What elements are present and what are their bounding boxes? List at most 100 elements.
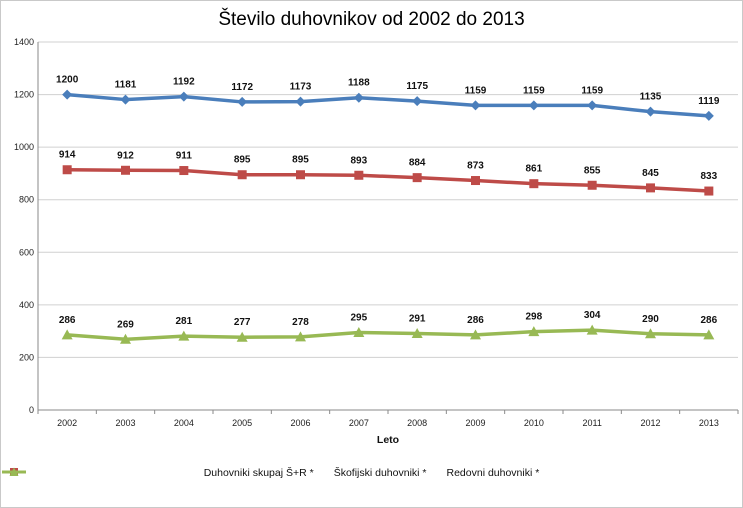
data-point: [412, 96, 423, 107]
x-tick-label: 2010: [524, 418, 544, 428]
legend-label: Redovni duhovniki *: [446, 467, 540, 479]
x-tick-label: 2007: [349, 418, 369, 428]
data-label: 833: [700, 171, 717, 182]
data-label: 1188: [348, 78, 370, 89]
data-label: 855: [584, 165, 601, 176]
data-label: 290: [642, 314, 659, 325]
data-point: [703, 110, 714, 121]
data-label: 1200: [56, 75, 79, 86]
data-label: 1135: [640, 92, 662, 103]
data-point: [237, 96, 248, 107]
data-label: 1181: [115, 80, 137, 91]
x-tick-label: 2009: [465, 418, 485, 428]
data-label: 269: [117, 319, 134, 330]
data-point: [237, 170, 247, 180]
data-point: [586, 324, 598, 335]
data-label: 277: [234, 317, 251, 328]
data-label: 895: [292, 155, 309, 166]
data-point: [645, 106, 656, 117]
data-label: 295: [350, 312, 367, 323]
data-point: [470, 100, 481, 111]
data-point: [587, 180, 597, 190]
data-point: [120, 94, 131, 105]
data-label: 1192: [173, 77, 195, 88]
data-label: 1159: [465, 85, 487, 96]
legend-item-1: Duhovniki skupaj Š+R *: [2, 467, 314, 479]
data-label: 1175: [406, 81, 428, 92]
data-label: 1159: [581, 85, 603, 96]
legend-item-3: Redovni duhovniki *: [2, 467, 540, 479]
series-line-3: [67, 328, 709, 342]
x-tick-label: 2004: [174, 418, 194, 428]
data-point: [646, 183, 655, 193]
data-label: 884: [409, 158, 426, 169]
data-label: 281: [175, 316, 192, 327]
data-point: [471, 176, 480, 186]
x-tick-label: 2003: [115, 418, 135, 428]
data-point: [354, 170, 364, 180]
data-label: 861: [525, 164, 542, 175]
y-tick-label: 400: [19, 300, 34, 310]
data-point: [295, 331, 306, 342]
data-point: [61, 329, 73, 340]
data-point: [179, 166, 189, 176]
legend-label: Škofijski duhovniki *: [333, 467, 427, 479]
data-point: [178, 91, 189, 102]
data-point: [412, 173, 422, 183]
data-point: [411, 328, 423, 339]
data-point: [704, 186, 714, 196]
x-tick-label: 2005: [232, 418, 252, 428]
data-label: 1173: [290, 82, 312, 93]
data-point: [295, 96, 306, 107]
x-axis-title: Leto: [377, 434, 399, 446]
data-label: 914: [59, 150, 76, 161]
y-tick-label: 800: [19, 195, 34, 205]
data-label: 304: [584, 310, 601, 321]
x-tick-label: 2013: [699, 418, 719, 428]
y-tick-label: 200: [19, 352, 34, 362]
data-label: 298: [525, 312, 542, 323]
data-label: 1159: [523, 85, 545, 96]
y-tick-label: 1200: [14, 90, 34, 100]
data-point: [587, 100, 598, 111]
data-label: 873: [467, 161, 484, 172]
data-label: 1172: [231, 82, 253, 93]
x-tick-label: 2006: [290, 418, 310, 428]
data-label: 911: [176, 151, 193, 162]
chart-legend: Duhovniki skupaj Š+R * Škofijski duhovnik…: [1, 467, 742, 479]
data-point: [121, 165, 130, 175]
data-point: [470, 329, 481, 340]
x-tick-label: 2002: [57, 418, 77, 428]
data-label: 291: [409, 314, 426, 325]
data-point: [120, 333, 131, 344]
data-point: [178, 330, 190, 341]
data-point: [353, 92, 364, 103]
data-point: [528, 326, 540, 337]
data-point: [62, 165, 72, 175]
data-label: 278: [292, 317, 309, 328]
data-label: 286: [700, 315, 717, 326]
data-label: 845: [642, 168, 659, 179]
chart-title: Število duhovnikov od 2002 do 2013: [218, 9, 525, 30]
legend-item-2: Škofijski duhovniki *: [2, 467, 427, 479]
x-tick-label: 2012: [640, 418, 660, 428]
data-point: [528, 100, 539, 111]
y-tick-label: 1400: [14, 37, 34, 47]
data-point: [296, 170, 305, 180]
y-tick-label: 0: [29, 405, 34, 415]
data-label: 895: [234, 155, 251, 166]
data-point: [236, 331, 248, 342]
data-point: [529, 179, 539, 189]
legend-label: Duhovniki skupaj Š+R *: [203, 467, 314, 479]
y-tick-label: 600: [19, 247, 34, 257]
data-label: 1119: [698, 96, 720, 107]
data-label: 286: [467, 315, 484, 326]
series-line-1: [67, 92, 709, 118]
y-tick-label: 1000: [14, 142, 34, 152]
x-tick-label: 2011: [582, 418, 601, 428]
data-point: [703, 329, 715, 340]
data-point: [353, 326, 365, 337]
data-label: 893: [350, 155, 367, 166]
